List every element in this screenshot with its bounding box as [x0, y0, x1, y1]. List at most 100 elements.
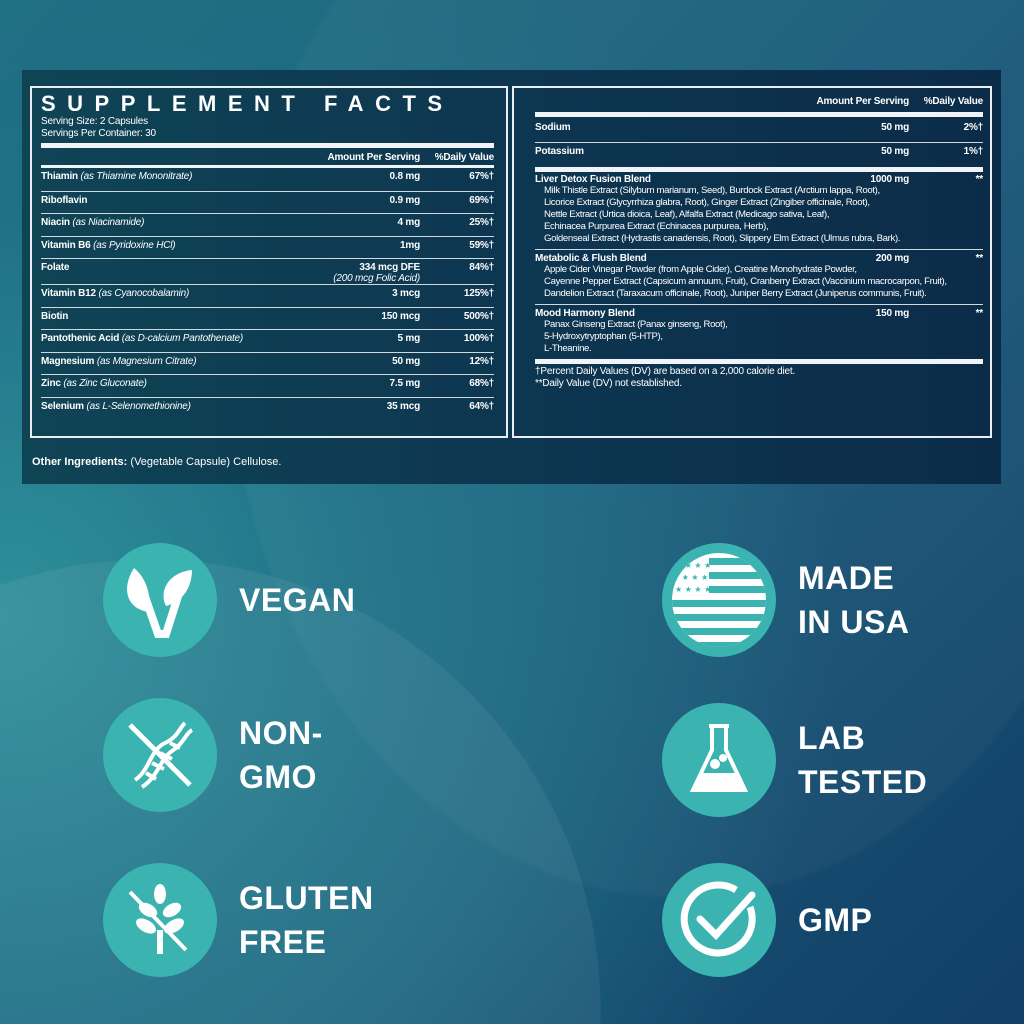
divider	[41, 143, 494, 148]
nutrient-source: (as Niacinamide)	[72, 217, 145, 228]
nutrient-name: Niacin	[41, 217, 70, 228]
blend-name: Liver Detox Fusion Blend	[535, 174, 651, 185]
nutrient-row: Zinc (as Zinc Gluconate) 7.5 mg 68%†	[41, 374, 494, 397]
nutrient-name: Folate	[41, 262, 70, 273]
nutrient-dv: 125%†	[463, 288, 494, 299]
amount-header: Amount Per Serving	[816, 96, 909, 107]
nutrient-row: Sodium 50 mg 2%†	[535, 119, 983, 142]
nutrient-row: Vitamin B6 (as Pyridoxine HCl) 1mg 59%†	[41, 235, 494, 259]
supplement-facts-panel: SUPPLEMENT FACTS Serving Size: 2 Capsule…	[22, 70, 1001, 484]
blend-name: Mood Harmony Blend	[535, 308, 635, 319]
blend-header: Liver Detox Fusion Blend 1000 mg **	[535, 174, 983, 185]
facts-right-box: Amount Per Serving %Daily Value Sodium 50 …	[512, 86, 992, 438]
ingredient-line: Nettle Extract (Urtica dioica, Leaf), Al…	[544, 209, 830, 220]
nutrient-dv: 67%†	[469, 171, 494, 182]
nutrient-row: Vitamin B12 (as Cyanocobalamin) 3 mcg 125%…	[41, 284, 494, 307]
blend-ingredients: Apple Cider Vinegar Powder (from Apple C…	[535, 264, 983, 300]
nutrient-source: (as Thiamine Mononitrate)	[80, 171, 193, 182]
nutrient-dv: 64%†	[469, 400, 494, 412]
nutrient-name: Selenium	[41, 400, 84, 412]
nutrient-name: Biotin	[41, 310, 69, 322]
serving-size: Serving Size: 2 Capsules	[41, 116, 148, 127]
amount-value: 3 mcg	[392, 288, 420, 299]
badge-gmp: GMP	[662, 863, 872, 977]
nutrient-source: (as Cyanocobalamin)	[98, 288, 190, 299]
badge-label: GLUTEN	[239, 880, 374, 916]
nutrient-row: Niacin (as Niacinamide) 4 mg 25%†	[41, 213, 494, 236]
nutrient-dv: 68%†	[469, 378, 494, 389]
nutrient-name-cell: Potassium	[535, 146, 789, 165]
ingredient-line: Goldenseal Extract (Hydrastis canadensis…	[544, 233, 901, 244]
nutrient-name-cell: Zinc (as Zinc Gluconate)	[41, 378, 300, 397]
blend-ingredients: Milk Thistle Extract (Silybum marianum, …	[535, 185, 983, 245]
nutrient-name-cell: Sodium	[535, 122, 789, 142]
nutrient-name: Sodium	[535, 122, 571, 133]
amount-value: 150 mcg	[381, 310, 420, 322]
check-circle-icon	[662, 863, 776, 977]
nutrient-source: (as D-calcium Pantothenate)	[121, 333, 244, 344]
nutrient-amount: 1mg	[300, 240, 420, 259]
nutrient-name-cell: Biotin	[41, 311, 300, 330]
other-ingredients-value: (Vegetable Capsule) Cellulose.	[127, 456, 282, 468]
ingredient-line: Licorice Extract (Glycyrrhiza glabra, Ro…	[544, 197, 870, 208]
ingredient-line: Milk Thistle Extract (Silybum marianum, …	[544, 185, 880, 196]
nutrient-dv: 12%†	[469, 355, 494, 367]
nutrient-row: Potassium 50 mg 1%†	[535, 141, 984, 165]
blend-name: Metabolic & Flush Blend	[535, 253, 647, 264]
badge-label: IN USA	[798, 604, 910, 640]
nutrient-source: (as Zinc Gluconate)	[63, 378, 147, 389]
nutrient-amount: 50 mg	[881, 122, 909, 133]
nutrient-name: Pantothenic Acid	[41, 333, 120, 344]
nutrient-name-cell: Niacin (as Niacinamide)	[41, 217, 300, 236]
other-ingredients: Other Ingredients: (Vegetable Capsule) C…	[32, 456, 281, 468]
nutrient-name-cell: Riboflavin	[41, 195, 300, 214]
amount-value: 35 mcg	[386, 400, 420, 412]
servings-per-container: Servings Per Container: 30	[41, 128, 156, 139]
blend-amount: 150 mg	[875, 308, 909, 319]
amount-value: 4 mg	[397, 217, 420, 228]
nutrient-amount: 7.5 mg	[300, 378, 421, 397]
nutrient-dv: 69%†	[469, 194, 494, 206]
us-flag-icon: ★ ★ ★ ★ ★ ★ ★ ★ ★ ★ ★ ★	[662, 543, 776, 657]
nutrient-row: Thiamin (as Thiamine Mononitrate) 0.8 mg 6…	[41, 168, 494, 191]
blend-ingredients: Panax Ginseng Extract (Panax ginseng, Ro…	[535, 319, 983, 355]
nutrient-source: (as L-Selenomethionine)	[86, 400, 191, 412]
ingredient-line: Apple Cider Vinegar Powder (from Apple C…	[544, 264, 857, 275]
nutrient-name-cell: Thiamin (as Thiamine Mononitrate)	[41, 171, 300, 191]
nutrient-amount: 150 mcg	[300, 311, 420, 330]
badge-lab-tested: LAB TESTED	[662, 703, 927, 817]
ingredient-line: Cayenne Pepper Extract (Capsicum annuum,…	[544, 276, 947, 287]
blend-dv: **	[975, 174, 984, 185]
nutrient-name-cell: Magnesium (as Magnesium Citrate)	[41, 356, 300, 375]
divider	[535, 112, 983, 117]
nutrient-dv: 2%†	[963, 122, 984, 133]
column-headers: Amount Per Serving %Daily Value	[535, 94, 983, 109]
mineral-table: Sodium 50 mg 2%† Potassium 50 mg 1%†	[535, 119, 983, 164]
nutrient-amount: 50 mg	[300, 356, 420, 375]
amount-value: 0.9 mg	[389, 194, 421, 206]
divider	[535, 359, 983, 364]
nutrient-amount: 5 mg	[300, 333, 420, 352]
nutrient-amount: 35 mcg	[300, 401, 420, 420]
nutrient-name: Potassium	[535, 145, 584, 157]
badge-label: VEGAN	[239, 582, 356, 618]
amount-value: 334 mcg DFE	[359, 262, 420, 273]
ingredient-line: Panax Ginseng Extract (Panax ginseng, Ro…	[544, 319, 728, 330]
badge-label: GMO	[239, 759, 317, 795]
nutrient-row: Riboflavin 0.9 mg 69%†	[41, 190, 494, 214]
badge-label: GMP	[798, 902, 873, 938]
nutrient-amount: 334 mcg DFE (200 mcg Folic Acid)	[300, 262, 420, 284]
nutrient-amount: 4 mg	[300, 217, 420, 236]
nutrient-row: Magnesium (as Magnesium Citrate) 50 mg 12%…	[41, 351, 494, 375]
svg-text:★ ★ ★ ★: ★ ★ ★ ★	[675, 561, 711, 570]
footnote-dv: †Percent Daily Values (DV) are based on …	[535, 366, 795, 377]
nutrient-amount: 50 mg	[881, 145, 909, 157]
nutrient-name-cell: Pantothenic Acid (as D-calcium Pantothen…	[41, 333, 300, 352]
badge-non-gmo: NON- GMO	[103, 698, 323, 812]
facts-left-box: SUPPLEMENT FACTS Serving Size: 2 Capsule…	[30, 86, 508, 438]
nutrient-name: Riboflavin	[41, 194, 88, 206]
nutrient-dv: 1%†	[963, 145, 984, 157]
badge-label: FREE	[239, 924, 327, 960]
svg-text:★ ★ ★ ★: ★ ★ ★ ★	[672, 573, 708, 582]
blend-section: Metabolic & Flush Blend 200 mg ** Apple Cid…	[535, 249, 983, 304]
